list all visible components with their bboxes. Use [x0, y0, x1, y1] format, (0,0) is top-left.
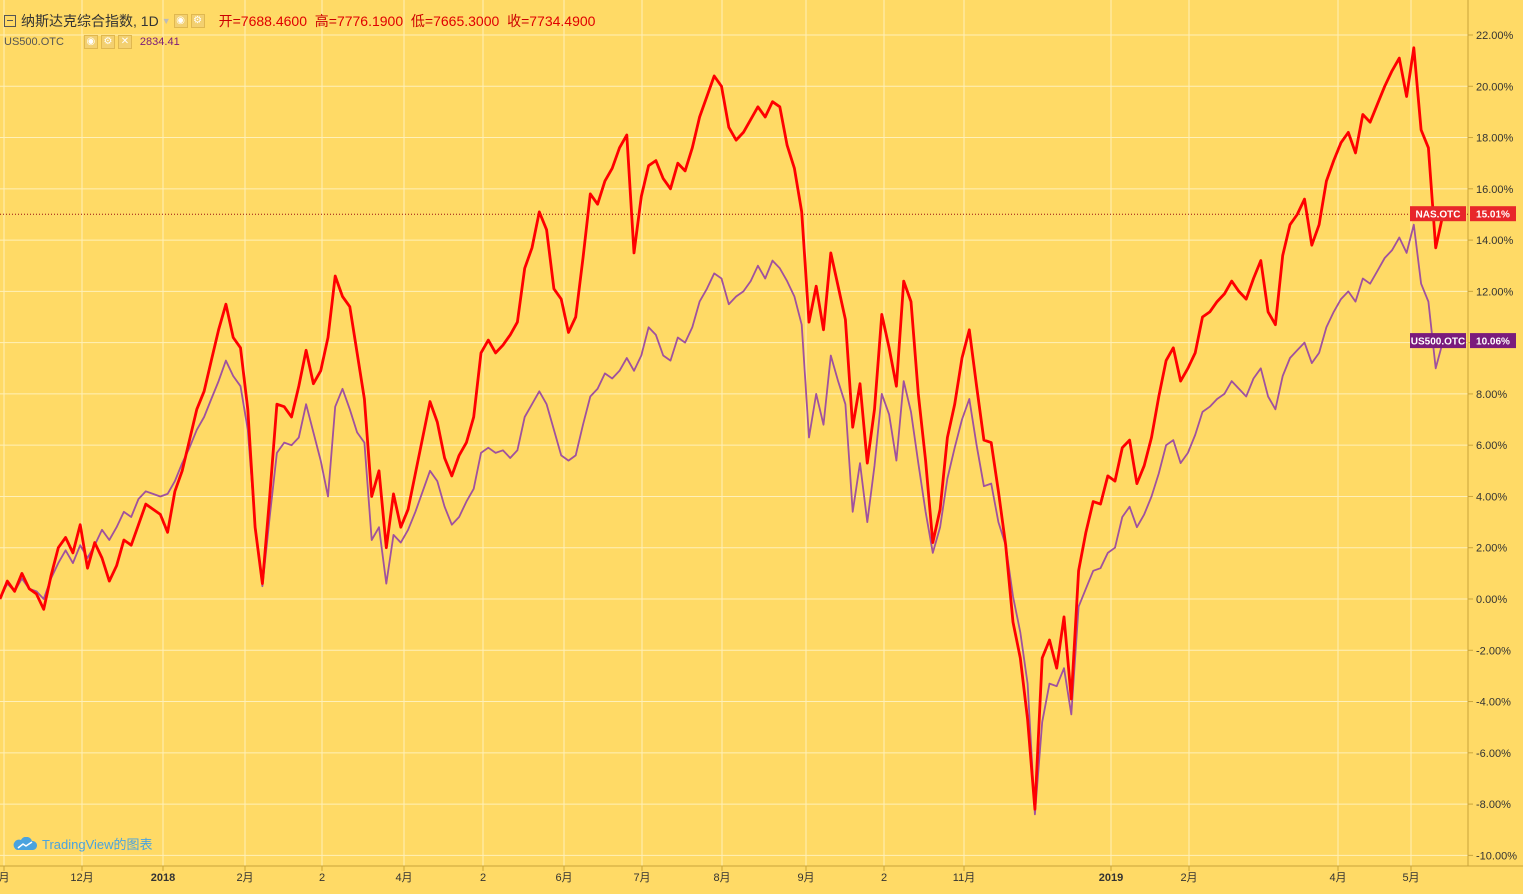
high-label: 高=	[314, 13, 337, 29]
brand-text: TradingView的图表	[42, 837, 153, 852]
legend-title: 纳斯达克综合指数, 1D	[21, 13, 159, 29]
x-tick-label: 4月	[395, 872, 412, 884]
series-line-us500	[0, 223, 1444, 816]
legend-secondary: US500.OTC ◉ ⚙ ✕ 2834.41	[4, 35, 180, 49]
y-tick-label: 16.00%	[1476, 184, 1514, 196]
open-label: 开=	[218, 13, 241, 29]
y-axis-ticks: 22.00% 20.00% 18.00% 16.00% 14.00% 12.00% 10.0…	[1468, 30, 1517, 862]
x-tick-label: 2	[881, 872, 887, 884]
y-tick-label: -4.00%	[1476, 697, 1511, 709]
x-tick-label: 11月	[953, 872, 975, 884]
y-tick-label: 0.00%	[1476, 594, 1507, 606]
x-tick-label: 5月	[1402, 872, 1419, 884]
x-tick-label: 7月	[633, 872, 650, 884]
series-value-badge-bg	[1470, 206, 1516, 222]
series-badge: NAS.OTC 15.01%	[1410, 206, 1516, 222]
x-tick-label: 2月	[1180, 872, 1197, 884]
y-tick-label: -2.00%	[1476, 645, 1511, 657]
series-name-label: NAS.OTC	[1416, 210, 1461, 221]
y-tick-label: 8.00%	[1476, 389, 1507, 401]
series-badge: US500.OTC 10.06%	[1410, 333, 1516, 349]
series-name-label: US500.OTC	[1411, 337, 1465, 348]
y-tick-label: 20.00%	[1476, 81, 1514, 93]
gear-icon[interactable]: ⚙	[190, 14, 205, 28]
series-name-badge-bg	[1410, 206, 1466, 222]
gear-icon[interactable]: ⚙	[100, 35, 115, 49]
y-tick-label: 18.00%	[1476, 133, 1514, 145]
eye-icon[interactable]: ◉	[173, 14, 188, 28]
close-icon[interactable]: ✕	[117, 35, 132, 49]
x-tick-label: 9月	[797, 872, 814, 884]
last-value-badges: NAS.OTC 15.01% US500.OTC 10.06%	[1410, 206, 1516, 349]
cloud-logo-icon	[13, 836, 38, 850]
grid	[0, 0, 1468, 866]
series-name-badge-bg	[1410, 333, 1466, 349]
x-tick-label: 6月	[555, 872, 572, 884]
x-tick-label: 8月	[713, 872, 730, 884]
series-line-nas	[0, 46, 1445, 811]
legend-main: 纳斯达克综合指数, 1D ▼ ◉ ⚙ 开=7688.4600 高=7776.19…	[4, 11, 595, 31]
x-tick-label: 4月	[1329, 872, 1346, 884]
y-tick-label: -6.00%	[1476, 748, 1511, 760]
ohlc-values: 开=7688.4600 高=7776.1900 低=7665.3000 收=77…	[219, 11, 596, 31]
close-label: 收=	[507, 13, 530, 29]
series-value-label: 15.01%	[1476, 210, 1510, 221]
low-value: 7665.3000	[433, 13, 500, 29]
series-value-label: 10.06%	[1476, 337, 1510, 348]
eye-icon[interactable]: ◉	[83, 35, 98, 49]
x-tick-label: 2019	[1099, 872, 1123, 884]
x-tick-label: 月	[0, 872, 10, 884]
x-tick-label: 2018	[151, 872, 175, 884]
chevron-down-icon[interactable]: ▼	[161, 16, 171, 26]
y-tick-label: 12.00%	[1476, 286, 1514, 298]
low-label: 低=	[410, 13, 434, 29]
secondary-symbol: US500.OTC	[4, 36, 64, 48]
open-value: 7688.4600	[240, 13, 307, 29]
collapse-square-icon[interactable]	[4, 15, 16, 27]
series	[0, 46, 1445, 816]
x-axis-ticks: 月 12月 2018 2月 2 4月 2 6月 7月 8月 9月 2 11月 2019 2月 4月 5月	[0, 866, 1420, 884]
y-tick-label: 14.00%	[1476, 235, 1514, 247]
x-tick-label: 12月	[70, 872, 93, 884]
close-value: 7734.4900	[529, 13, 596, 29]
brand-watermark[interactable]: TradingView的图表	[12, 834, 153, 853]
y-tick-label: 4.00%	[1476, 491, 1507, 503]
x-tick-label: 2	[319, 872, 325, 884]
x-tick-label: 2月	[236, 872, 253, 884]
y-tick-label: -8.00%	[1476, 799, 1511, 811]
y-tick-label: 22.00%	[1476, 30, 1514, 42]
high-value: 7776.1900	[336, 13, 404, 29]
series-value-badge-bg	[1470, 333, 1516, 349]
y-tick-label: -10.00%	[1476, 850, 1517, 862]
x-tick-label: 2	[480, 872, 486, 884]
y-tick-label: 2.00%	[1476, 543, 1507, 555]
secondary-value: 2834.41	[139, 36, 180, 48]
y-tick-label: 6.00%	[1476, 440, 1507, 452]
